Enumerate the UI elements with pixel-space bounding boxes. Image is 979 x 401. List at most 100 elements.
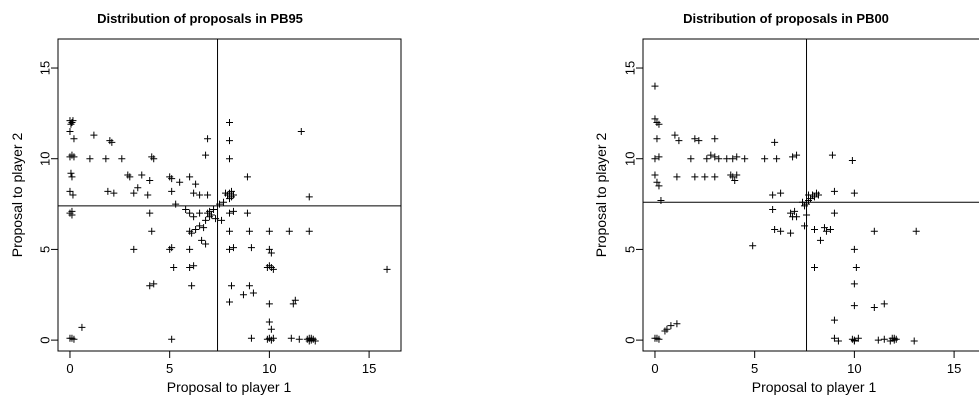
data-point	[811, 225, 818, 233]
data-points	[651, 82, 920, 345]
data-point	[227, 282, 235, 290]
data-point	[265, 245, 273, 253]
data-point	[789, 153, 797, 161]
data-point	[218, 216, 226, 224]
data-point	[229, 191, 237, 199]
data-point	[691, 135, 699, 143]
data-point	[182, 206, 190, 214]
data-point	[285, 227, 293, 235]
data-point	[673, 173, 681, 181]
data-point	[170, 264, 178, 272]
data-point	[206, 213, 214, 221]
data-point	[771, 225, 779, 233]
data-point	[655, 120, 663, 128]
data-point	[196, 191, 204, 199]
data-point	[834, 337, 842, 345]
data-point	[912, 227, 920, 235]
data-point	[830, 316, 838, 324]
data-point	[68, 173, 76, 181]
data-point	[850, 302, 858, 310]
data-point	[229, 207, 237, 215]
data-point	[651, 171, 659, 179]
data-point	[226, 155, 233, 163]
data-point	[243, 209, 251, 217]
data-point	[110, 189, 118, 197]
x-tick-label: 10	[847, 361, 861, 376]
plot-frame	[642, 38, 979, 352]
data-point	[807, 195, 815, 203]
y-axis-label: Proposal to player 2	[593, 133, 609, 258]
data-point	[166, 245, 174, 253]
data-point	[108, 138, 116, 146]
data-point	[787, 209, 795, 217]
data-point	[69, 117, 77, 125]
data-point	[146, 176, 154, 184]
data-point	[651, 115, 659, 123]
data-point	[69, 191, 77, 199]
y-tick-label: 0	[38, 336, 53, 343]
data-point	[188, 229, 196, 237]
data-point	[777, 227, 785, 235]
y-tick-label: 5	[38, 246, 53, 253]
data-point	[773, 155, 781, 163]
data-point	[733, 171, 741, 179]
data-point	[655, 335, 663, 343]
data-point	[791, 207, 799, 215]
axis-ticks: 0 5 10 15 0 5 10 15	[623, 61, 962, 376]
data-point	[830, 334, 838, 342]
data-point	[86, 155, 94, 163]
y-tick-label: 10	[623, 151, 638, 165]
data-point	[186, 209, 194, 217]
data-point	[68, 118, 76, 126]
data-point	[826, 225, 834, 233]
data-point	[874, 336, 882, 344]
data-point	[190, 213, 198, 221]
x-tick-label: 0	[651, 361, 658, 376]
x-tick-label: 10	[262, 361, 276, 376]
data-point	[265, 300, 273, 308]
data-point	[731, 176, 739, 184]
data-point	[90, 131, 98, 139]
data-point	[226, 227, 233, 235]
data-point	[196, 209, 204, 217]
data-point	[168, 335, 176, 343]
data-point	[723, 155, 731, 163]
data-point	[830, 187, 838, 195]
data-point	[198, 236, 206, 244]
data-point	[146, 282, 154, 290]
data-point	[655, 182, 663, 190]
data-point	[202, 151, 210, 159]
data-point	[777, 189, 785, 197]
data-point	[852, 264, 860, 272]
data-point	[830, 209, 838, 217]
data-point	[793, 151, 801, 159]
data-point	[793, 213, 801, 221]
data-point	[733, 153, 741, 161]
data-point	[769, 191, 777, 199]
data-point	[667, 322, 675, 330]
data-point	[291, 296, 299, 304]
data-point	[707, 151, 715, 159]
data-points	[66, 117, 391, 345]
data-point	[727, 171, 735, 179]
plot-frame	[57, 38, 402, 352]
data-point	[220, 198, 228, 206]
data-point	[651, 155, 659, 163]
data-point	[146, 209, 154, 217]
data-point	[150, 155, 158, 163]
y-tick-label: 0	[623, 336, 638, 343]
data-point	[227, 187, 235, 195]
data-point	[305, 227, 313, 235]
data-point	[190, 189, 198, 197]
x-tick-label: 15	[947, 361, 961, 376]
chart-title: Distribution of proposals in PB00	[683, 11, 889, 26]
data-point	[657, 196, 665, 204]
data-point	[307, 334, 315, 342]
data-point	[104, 187, 112, 195]
data-point	[70, 335, 78, 343]
data-point	[196, 222, 204, 230]
data-point	[245, 227, 253, 235]
data-point	[229, 244, 237, 252]
data-point	[711, 173, 719, 181]
data-point	[769, 206, 777, 214]
